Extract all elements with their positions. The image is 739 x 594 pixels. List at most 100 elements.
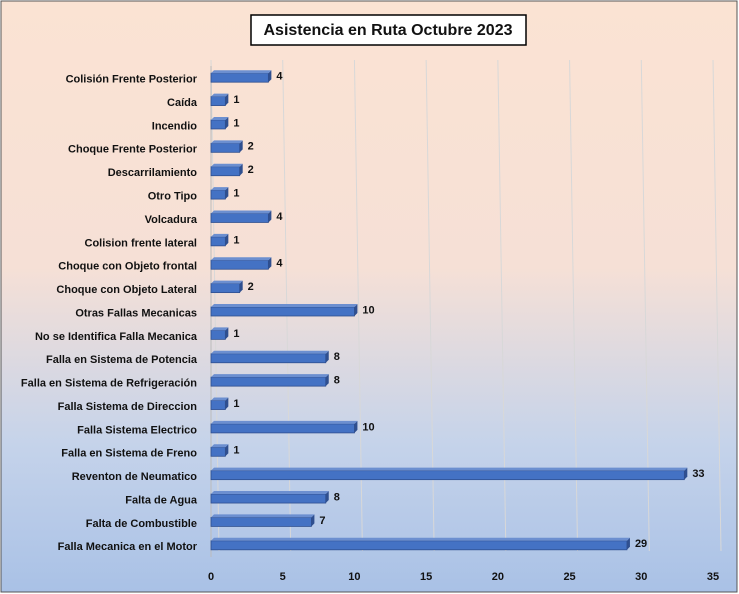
data-label: 1 [233, 117, 239, 129]
bar [210, 540, 628, 551]
y-tick-label: Falla Sistema de Direccion [58, 401, 198, 413]
bar-side [239, 163, 243, 176]
data-label: 4 [276, 211, 283, 223]
bar-top [211, 397, 229, 401]
x-tick-label: 30 [635, 571, 647, 583]
bar-top [211, 233, 229, 237]
x-tick-label: 5 [280, 571, 286, 583]
bar-side [325, 374, 329, 387]
bar-side [268, 210, 272, 223]
bar-side [239, 140, 243, 153]
x-tick-label: 0 [208, 571, 214, 583]
x-tick-label: 15 [420, 571, 432, 583]
bar-top [211, 210, 272, 214]
data-label: 29 [635, 538, 647, 550]
data-label: 4 [276, 258, 283, 270]
bar-side [268, 257, 272, 270]
data-label: 8 [334, 491, 340, 503]
bar [210, 353, 327, 364]
bar-side [225, 93, 229, 106]
bar [210, 329, 226, 340]
y-tick-label: Descarrilamiento [108, 167, 198, 179]
x-tick-label: 20 [492, 571, 504, 583]
bar-side [225, 187, 229, 200]
data-label: 2 [248, 141, 254, 153]
bar [210, 376, 327, 387]
data-label: 4 [276, 71, 283, 83]
bar [210, 493, 327, 504]
data-label: 1 [233, 188, 239, 200]
bar [210, 259, 269, 270]
y-tick-label: Choque Frente Posterior [68, 144, 198, 156]
bar [210, 236, 226, 247]
data-label: 10 [362, 421, 374, 433]
bar-side [354, 304, 358, 316]
bar [210, 283, 241, 294]
y-tick-label: Choque con Objeto Lateral [56, 284, 197, 296]
bar-top [211, 116, 229, 120]
data-label: 1 [233, 445, 239, 457]
title-box [250, 14, 527, 46]
bar-side [225, 233, 229, 246]
bar-top [211, 140, 243, 144]
y-tick-label: Falla Mecanica en el Motor [58, 541, 198, 553]
data-label: 1 [233, 234, 239, 246]
data-label: 1 [233, 398, 239, 410]
y-tick-label: Otro Tipo [148, 191, 198, 203]
y-tick-label: Otras Fallas Mecanicas [75, 307, 197, 319]
y-tick-label: Caída [167, 97, 198, 109]
bar [210, 517, 312, 527]
bar-top [211, 514, 315, 518]
bar [210, 400, 226, 410]
bar-top [211, 187, 229, 191]
x-tick-label: 35 [707, 571, 719, 583]
y-tick-label: Falla Sistema Electrico [77, 424, 197, 436]
y-tick-label: Reventon de Neumatico [72, 471, 198, 483]
y-tick-label: No se Identifica Falla Mecanica [35, 331, 198, 343]
y-tick-label: Incendio [152, 120, 198, 132]
x-tick-label: 25 [563, 571, 575, 583]
bar-side [684, 467, 688, 480]
grid-line [712, 59, 722, 552]
bar-top [211, 374, 329, 378]
bar-side [354, 420, 358, 433]
bar [210, 446, 226, 457]
data-label: 2 [248, 281, 254, 293]
data-label: 10 [362, 304, 374, 316]
x-tick-label: 10 [348, 571, 360, 583]
bar-top [211, 327, 229, 331]
bar-top [211, 491, 329, 495]
bar-side [225, 116, 229, 129]
bar-top [211, 350, 329, 354]
bar-top [211, 537, 630, 541]
y-tick-label: Volcadura [145, 214, 198, 226]
bar-side [626, 537, 630, 550]
bar [210, 470, 685, 481]
bar-side [311, 514, 315, 527]
bar-top [211, 163, 243, 167]
bar-side [239, 280, 243, 293]
y-tick-label: Colisión Frente Posterior [66, 74, 198, 86]
bar [210, 96, 226, 106]
chart-title: Asistencia en Ruta Octubre 2023 [264, 22, 513, 39]
bar-top [211, 70, 272, 74]
bar [210, 423, 355, 434]
y-tick-label: Choque con Objeto frontal [58, 261, 197, 273]
bar-side [268, 70, 272, 83]
y-tick-label: Falta de Combustible [86, 518, 197, 530]
bar-top [211, 257, 272, 261]
bar [210, 166, 241, 177]
bar [210, 119, 226, 130]
bar-side [325, 350, 329, 363]
bar-side [225, 397, 229, 410]
y-tick-label: Falta de Agua [125, 494, 198, 506]
bar [210, 213, 269, 223]
bar [210, 72, 269, 83]
bar-top [211, 444, 229, 448]
data-label: 8 [334, 375, 340, 387]
y-tick-label: Colision frente lateral [85, 237, 197, 249]
data-label: 2 [248, 164, 254, 176]
y-tick-label: Falla en Sistema de Refrigeración [21, 378, 197, 390]
data-label: 8 [334, 351, 340, 363]
data-label: 7 [319, 515, 325, 527]
